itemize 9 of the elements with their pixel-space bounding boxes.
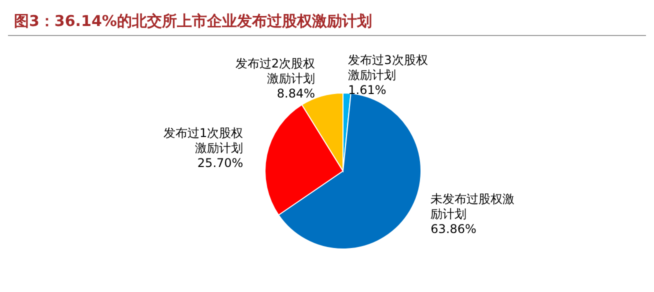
data-label: 63.86%: [430, 222, 476, 236]
slice-label: 发布过1次股权激励计划: [164, 126, 244, 155]
chart-title: 图3：36.14%的北交所上市企业发布过股权激励计划: [8, 8, 646, 36]
slice-label: 未发布过股权激励计划: [430, 192, 515, 222]
slice-label: 发布过2次股权激励计划: [235, 56, 316, 86]
data-label: 25.70%: [197, 156, 244, 170]
data-label: 8.84%: [276, 86, 316, 101]
data-label: 1.61%: [348, 83, 386, 98]
slice-label: 发布过3次股权激励计划: [348, 53, 428, 82]
